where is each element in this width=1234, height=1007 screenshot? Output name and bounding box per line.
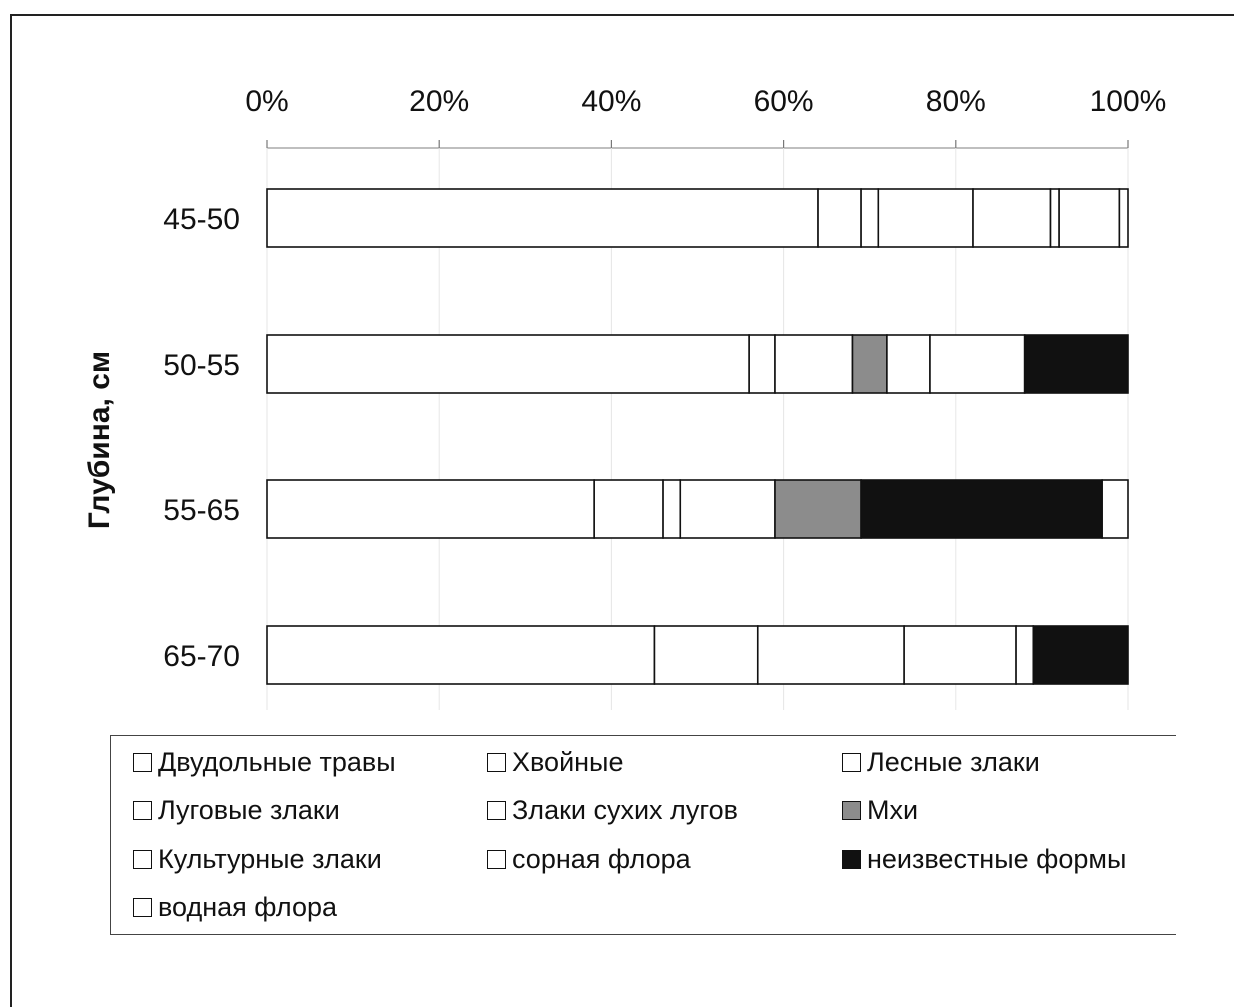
legend-swatch (487, 753, 506, 772)
bar-segment (972, 188, 1052, 248)
legend-swatch (133, 850, 152, 869)
x-tick-label: 80% (926, 85, 986, 118)
legend-label: Лесные злаки (867, 747, 1040, 777)
category-label: 55-65 (163, 494, 240, 527)
legend-item: сорная флора (487, 844, 691, 875)
bar-segment (1049, 188, 1060, 248)
legend-swatch (133, 801, 152, 820)
legend: Двудольные травы Хвойные Лесные злаки Лугов… (110, 735, 1176, 935)
bar-segment (1101, 479, 1129, 539)
legend-swatch (133, 753, 152, 772)
category-label: 65-70 (163, 640, 240, 673)
category-label: 50-55 (163, 349, 240, 382)
bar-segment (851, 334, 888, 394)
legend-item: Луговые злаки (133, 795, 340, 826)
x-tick-label: 100% (1090, 85, 1167, 118)
x-tick-label: 60% (754, 85, 814, 118)
legend-item: неизвестные формы (842, 844, 1126, 875)
legend-item: Культурные злаки (133, 844, 382, 875)
x-tick-label: 0% (245, 85, 288, 118)
bar-segment (1118, 188, 1129, 248)
bar-segment (1058, 188, 1121, 248)
legend-swatch (487, 850, 506, 869)
legend-swatch (487, 801, 506, 820)
legend-item: Хвойные (487, 747, 623, 778)
bar-segment (679, 479, 776, 539)
category-label: 45-50 (163, 203, 240, 236)
legend-swatch (842, 753, 861, 772)
bar-segment (774, 334, 854, 394)
bar-segment (1023, 334, 1129, 394)
bar-segment (886, 334, 931, 394)
legend-label: Двудольные травы (158, 747, 396, 777)
legend-swatch (133, 898, 152, 917)
legend-label: неизвестные формы (867, 844, 1127, 874)
legend-label: Хвойные (512, 747, 624, 777)
legend-item: Злаки сухих лугов (487, 795, 738, 826)
legend-swatch (842, 801, 861, 820)
y-axis-label: Глубина, см (83, 351, 116, 529)
bar-segment (266, 334, 750, 394)
legend-label: Луговые злаки (158, 795, 340, 825)
legend-item: Лесные злаки (842, 747, 1040, 778)
bar-segment (860, 188, 880, 248)
legend-label: сорная флора (512, 844, 691, 874)
bar-segment (662, 479, 682, 539)
bar-segment (593, 479, 664, 539)
x-tick-label: 20% (409, 85, 469, 118)
legend-label: Культурные злаки (158, 844, 382, 874)
legend-label: Мхи (867, 795, 919, 825)
bar-segment (756, 625, 905, 685)
bar-segment (1032, 625, 1129, 685)
legend-item: Мхи (842, 795, 918, 826)
bar-segment (877, 188, 974, 248)
bar-segment (817, 188, 862, 248)
legend-label: водная флора (158, 892, 337, 922)
bar-segment (266, 479, 595, 539)
bar-segment (653, 625, 759, 685)
bar-segment (1015, 625, 1035, 685)
legend-swatch (842, 850, 861, 869)
legend-label: Злаки сухих лугов (512, 795, 738, 825)
bar-segment (860, 479, 1103, 539)
x-tick-label: 40% (581, 85, 641, 118)
legend-item: Двудольные травы (133, 747, 396, 778)
bar-segment (903, 625, 1017, 685)
bar-segment (774, 479, 862, 539)
legend-item: водная флора (133, 892, 337, 923)
bar-segment (748, 334, 776, 394)
bar-segment (929, 334, 1026, 394)
bar-segment (266, 625, 656, 685)
chart-frame (10, 14, 1234, 1007)
bar-segment (266, 188, 819, 248)
